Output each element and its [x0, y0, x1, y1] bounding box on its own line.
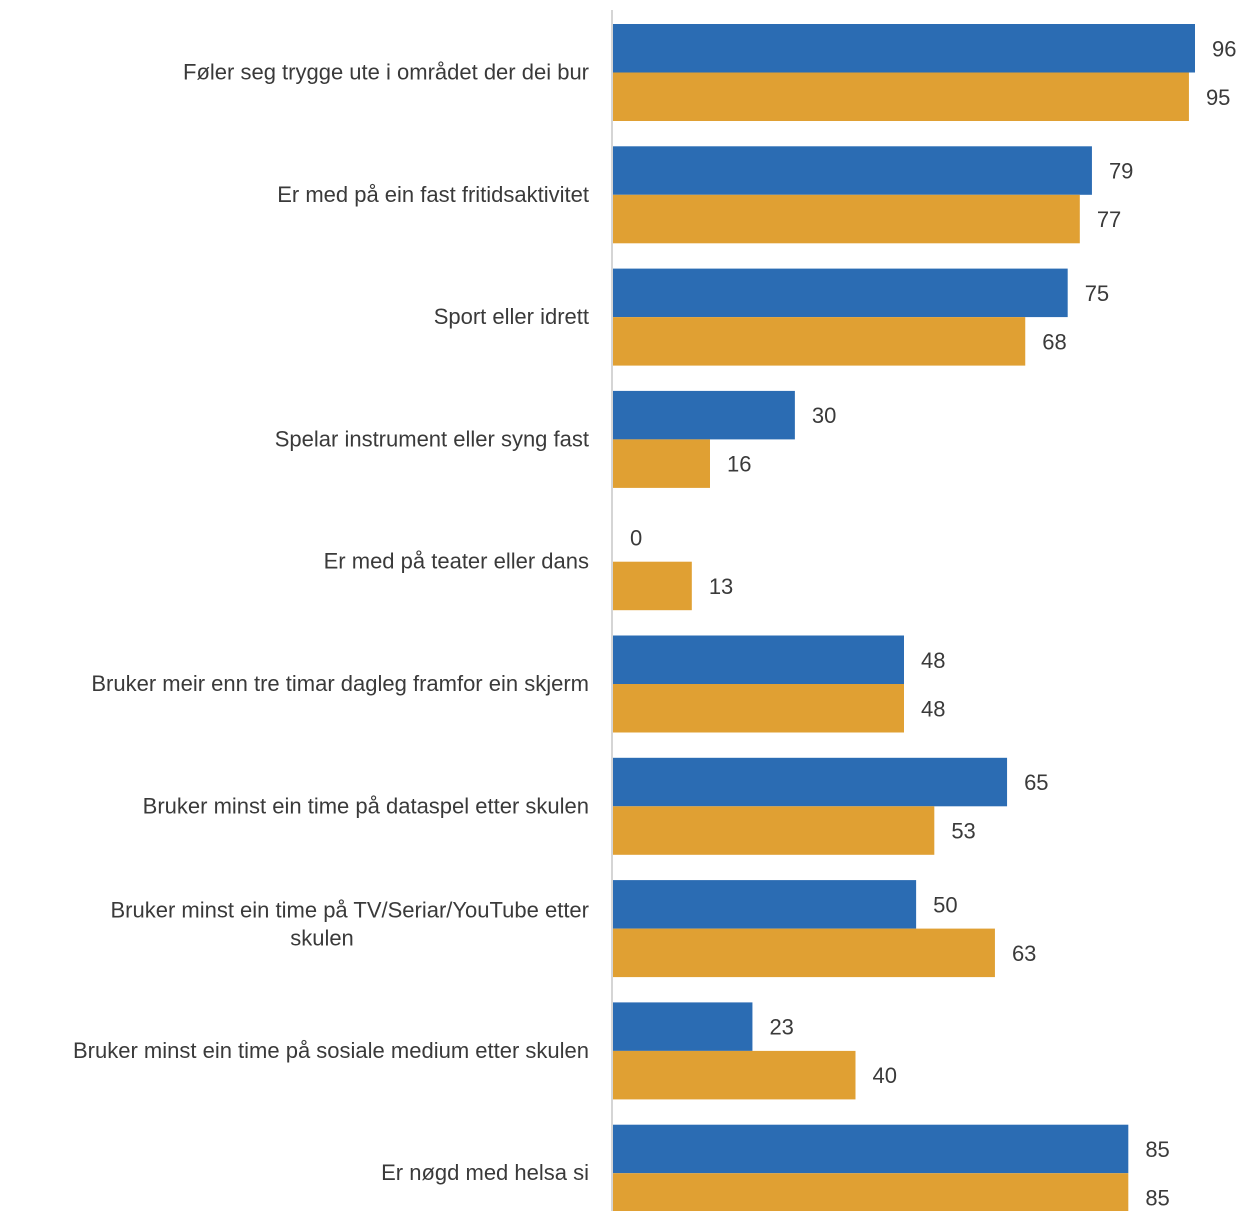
data-label: 48: [921, 648, 945, 673]
category-label: Er nøgd med helsa si: [381, 1160, 589, 1185]
bar-series-2: [613, 928, 995, 978]
category-label-line: Føler seg trygge ute i området der dei b…: [183, 60, 589, 85]
bar-series-1: [613, 1002, 753, 1051]
bar-series-2: [613, 1173, 1129, 1216]
category-label-line: Bruker minst ein time på sosiale medium …: [73, 1038, 589, 1063]
data-label: 23: [769, 1015, 793, 1040]
category-label: Bruker minst ein time på TV/Seriar/YouTu…: [110, 898, 589, 951]
bar-series-2: [613, 561, 692, 611]
category-label: Spelar instrument eller syng fast: [275, 426, 589, 451]
bar-series-1: [613, 1124, 1129, 1174]
category-label-line: Bruker meir enn tre timar dagleg framfor…: [91, 671, 589, 696]
category-label-line: Spelar instrument eller syng fast: [275, 426, 589, 451]
bar-series-1: [613, 268, 1068, 318]
category-label: Bruker minst ein time på dataspel etter …: [143, 793, 589, 818]
data-label: 53: [951, 819, 975, 844]
bar-series-2: [613, 317, 1026, 366]
data-label: 40: [873, 1063, 897, 1088]
category-label-line: Er nøgd med helsa si: [381, 1160, 589, 1185]
category-label-line: Sport eller idrett: [434, 304, 589, 329]
data-label: 75: [1085, 281, 1109, 306]
data-label: 85: [1145, 1137, 1169, 1162]
data-label: 85: [1145, 1185, 1169, 1210]
bar-series-1: [613, 24, 1195, 73]
bar-series-1: [613, 146, 1092, 195]
bar-series-2: [613, 806, 935, 855]
data-label: 79: [1109, 159, 1133, 184]
bar-series-2: [613, 684, 904, 733]
category-label-line: skulen: [290, 926, 354, 951]
data-label: 50: [933, 892, 957, 917]
bar-series-2: [613, 194, 1080, 244]
bar-series-2: [613, 439, 710, 488]
data-label: 0: [630, 525, 642, 550]
data-label: 13: [709, 574, 733, 599]
category-label: Bruker meir enn tre timar dagleg framfor…: [91, 671, 589, 696]
data-label: 95: [1206, 85, 1230, 110]
category-label-line: Bruker minst ein time på TV/Seriar/YouTu…: [110, 898, 589, 923]
category-label: Bruker minst ein time på sosiale medium …: [73, 1038, 589, 1063]
bar-series-1: [613, 880, 917, 929]
data-label: 96: [1212, 36, 1236, 61]
data-label: 77: [1097, 207, 1121, 232]
data-label: 65: [1024, 770, 1048, 795]
category-label: Sport eller idrett: [434, 304, 589, 329]
category-label-line: Bruker minst ein time på dataspel etter …: [143, 793, 589, 818]
bar-series-1: [613, 390, 795, 440]
data-label: 63: [1012, 941, 1036, 966]
data-label: 30: [812, 403, 836, 428]
category-label: Er med på teater eller dans: [324, 549, 589, 574]
bar-series-2: [613, 1050, 856, 1100]
bar-series-1: [613, 757, 1008, 807]
category-label: Er med på ein fast fritidsaktivitet: [277, 182, 589, 207]
bar-series-1: [613, 635, 904, 684]
category-label-line: Er med på teater eller dans: [324, 549, 589, 574]
data-label: 16: [727, 452, 751, 477]
category-label-line: Er med på ein fast fritidsaktivitet: [277, 182, 589, 207]
data-label: 48: [921, 696, 945, 721]
category-label: Føler seg trygge ute i området der dei b…: [183, 60, 589, 85]
bar-series-2: [613, 72, 1189, 121]
data-label: 68: [1042, 329, 1066, 354]
